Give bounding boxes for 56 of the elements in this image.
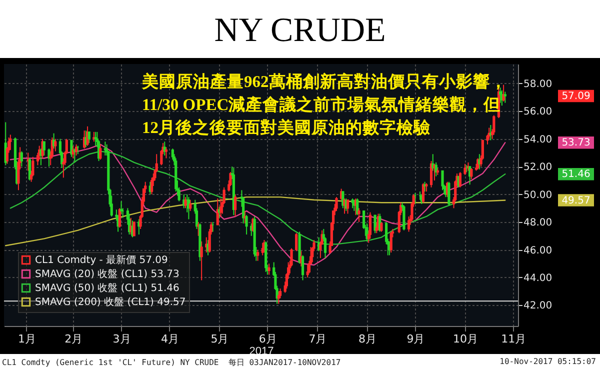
y-tick-label: 44.00 (524, 272, 552, 284)
legend-label: CL1 Comdty - 最新價 57.09 (35, 254, 168, 266)
x-tick-label: 3月 (112, 332, 131, 346)
y-tick-label: 54.00 (524, 134, 552, 146)
text: 57.09 (562, 91, 590, 102)
legend-label: SMAVG (200) 收盤 (CL1) 49.57 (35, 296, 186, 308)
x-tick-label: 4月 (160, 332, 179, 346)
x-tick-label: 9月 (406, 332, 425, 346)
candlestick (368, 212, 372, 240)
candlestick (92, 131, 96, 142)
x-tick-label: 7月 (308, 332, 327, 346)
candlestick (335, 196, 338, 212)
y-tick-label: 58.00 (524, 78, 552, 90)
candlestick (164, 146, 168, 159)
candlestick (256, 249, 260, 262)
candlestick (448, 181, 450, 206)
y-tick-label: 56.00 (524, 106, 552, 118)
candlestick (374, 214, 376, 234)
x-tick-label: 6月 (258, 332, 277, 346)
y-tick-label: 48.00 (524, 218, 552, 229)
candlestick (200, 240, 203, 281)
y-tick-label: 50.00 (524, 190, 552, 201)
candlestick (502, 84, 505, 102)
x-tick-label: 1月 (18, 332, 36, 346)
candlestick (402, 204, 406, 231)
x-tick-label: 5月 (210, 332, 229, 346)
candlestick (86, 126, 89, 146)
line-series (5, 196, 506, 246)
x-tick-label: 2月 (64, 332, 83, 346)
x-tick-label: 11月 (501, 332, 526, 346)
candlestick (9, 134, 12, 150)
candlestick (422, 182, 425, 204)
legend-label: SMAVG (20) 收盤 (CL1) 53.73 (35, 268, 180, 280)
text: 10-Nov-2017 05:15:07 (500, 357, 596, 368)
text: 53.73 (562, 138, 590, 149)
text: CL1 Comdty (Generic 1st 'CL' Future) NY CRUDE 每日 03JAN2017-10NOV2017 (2, 357, 341, 368)
x-tick-label: 8月 (358, 332, 377, 346)
candlestick (295, 232, 298, 252)
text: 49.57 (562, 195, 590, 206)
candlestick (120, 200, 123, 214)
y-tick-label: 52.00 (524, 162, 552, 174)
candlestick (54, 138, 57, 152)
candlestick (261, 242, 264, 256)
y-tick-label: 46.00 (524, 245, 552, 256)
candlestick (184, 196, 187, 209)
candlestick (99, 144, 102, 160)
text: 51.46 (562, 169, 590, 180)
candlestick (234, 194, 237, 217)
candlestick (189, 199, 192, 212)
x-tick-label: 10月 (452, 332, 478, 346)
candlestick (346, 199, 350, 214)
candlestick (492, 114, 496, 136)
candlestick (441, 170, 444, 191)
y-tick-label: 42.00 (524, 300, 552, 312)
legend-label: SMAVG (50) 收盤 (CL1) 51.46 (35, 282, 180, 294)
chart-title: NY CRUDE (213, 11, 387, 51)
